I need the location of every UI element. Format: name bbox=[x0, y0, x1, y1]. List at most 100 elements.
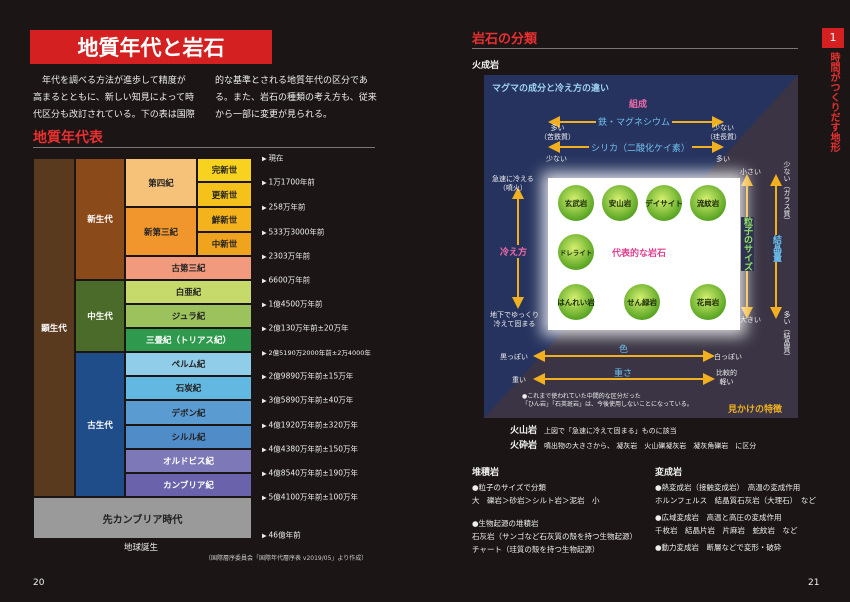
boundary-age: 4億4380万年前±150万年 bbox=[262, 444, 358, 455]
label: 組成 bbox=[629, 100, 648, 110]
rock: せん緑岩 bbox=[624, 284, 660, 320]
period: 石炭紀 bbox=[125, 376, 252, 400]
period: オルドビス紀 bbox=[125, 449, 252, 473]
label: 重い bbox=[512, 376, 526, 384]
intro-line: 的な基準とされる地質年代の区分であ bbox=[215, 76, 368, 86]
epoch: 完新世 bbox=[197, 158, 252, 182]
epoch: 鮮新世 bbox=[197, 207, 252, 232]
boundary-age: 4億1920万年前±320万年 bbox=[262, 420, 358, 431]
section-title: 地質年代表 bbox=[33, 130, 103, 146]
period: カンブリア紀 bbox=[125, 473, 252, 497]
text: 冷えて固まる bbox=[493, 320, 536, 328]
label: 結晶量 bbox=[770, 235, 783, 262]
page-title: 地質年代と岩石 bbox=[30, 30, 272, 64]
page-number: 20 bbox=[33, 578, 45, 588]
boundary-age: 2億9890万年前±15万年 bbox=[262, 371, 354, 382]
rule bbox=[33, 147, 375, 148]
label: 火山岩 bbox=[510, 426, 538, 436]
period: ジュラ紀 bbox=[125, 304, 252, 328]
era: 古生代 bbox=[75, 352, 125, 497]
text: 千枚岩 結晶片岩 片麻岩 蛇紋岩 など bbox=[655, 526, 798, 535]
label: 少ない （珪長質） bbox=[706, 124, 741, 142]
period: シルル紀 bbox=[125, 425, 252, 449]
text: （苦鉄質） bbox=[540, 133, 575, 141]
diagram-title: マグマの成分と冷え方の違い bbox=[492, 84, 610, 94]
label: 重さ bbox=[614, 369, 633, 379]
text: 急速に冷える bbox=[492, 175, 534, 183]
boundary-age: 現在 bbox=[262, 153, 284, 164]
text: 軽い bbox=[719, 378, 734, 386]
rock: 花崗岩 bbox=[690, 284, 726, 320]
boundary-age: 1億4500万年前 bbox=[262, 299, 323, 310]
subsection-title: 堆積岩 bbox=[472, 468, 500, 478]
rock: 玄武岩 bbox=[558, 185, 594, 221]
label: 大きい bbox=[740, 316, 761, 324]
period: ペルム紀 bbox=[125, 352, 252, 376]
rock: 流紋岩 bbox=[690, 185, 726, 221]
page-number: 21 bbox=[808, 578, 820, 588]
label: 鉄・マグネシウム bbox=[596, 115, 673, 128]
rock: デイサイト bbox=[645, 185, 683, 221]
section-title: 岩石の分類 bbox=[472, 32, 538, 47]
pyroclastic: 火砕岩 噴出物の大きさから、 凝灰岩 火山礫凝灰岩 凝灰角礫岩 に区分 bbox=[510, 438, 756, 451]
label: 急速に冷える （噴火） bbox=[492, 175, 534, 193]
text: ●粒子のサイズで分類 bbox=[472, 483, 546, 492]
label: 火砕岩 bbox=[510, 441, 538, 451]
text: 石灰岩（サンゴなど石灰質の殻を持つ生物起源） bbox=[472, 532, 637, 541]
epoch: 更新世 bbox=[197, 182, 252, 207]
source: （国際層序委員会「国際年代層序表 v2019/05」より作成） bbox=[205, 555, 368, 562]
label: 地下でゆっくり 冷えて固まる bbox=[490, 311, 539, 329]
text: ●熱変成岩（接触変成岩） 高温の変成作用 bbox=[655, 483, 801, 492]
intro-line: から一部に変更が見られる。 bbox=[215, 110, 333, 120]
tab-number: 1 bbox=[822, 28, 844, 48]
spacer bbox=[472, 507, 637, 517]
text: ●これまで使われていた中間的な区分だった bbox=[522, 393, 641, 400]
metamorphic-lines: ●熱変成岩（接触変成岩） 高温の変成作用ホルンフェルス 結晶質石灰岩（大理石） … bbox=[655, 481, 816, 554]
volcanic: 火山岩 上図で「急速に冷えて固まる」ものに該当 bbox=[510, 423, 677, 436]
period: 三畳紀（トリアス紀） bbox=[125, 328, 252, 352]
boundary-age: 2303万年前 bbox=[262, 251, 311, 262]
text: ●動力変成岩 断層などで変形・破砕 bbox=[655, 543, 782, 552]
origin: 地球誕生 bbox=[124, 543, 159, 553]
text: チャート（珪質の殻を持つ生物起源） bbox=[472, 545, 600, 554]
rule bbox=[472, 48, 798, 49]
boundary-age: 4億8540万年前±190万年 bbox=[262, 468, 358, 479]
intro-line: 年代を調べる方法が進歩して精度が bbox=[33, 76, 186, 86]
label: 見かけの特徴 bbox=[728, 405, 783, 415]
period: 古第三紀 bbox=[125, 256, 252, 280]
subsection-title: 変成岩 bbox=[655, 468, 683, 478]
label: 粒子のサイズ bbox=[741, 217, 754, 271]
boundary-age: 258万年前 bbox=[262, 202, 306, 213]
label: 色 bbox=[619, 345, 629, 355]
sedimentary-lines: ●粒子のサイズで分類大 礫岩＞砂岩＞シルト岩＞泥岩 小 ●生物起源の堆積岩石灰岩（… bbox=[472, 481, 637, 556]
text: 上図で「急速に冷えて固まる」ものに該当 bbox=[544, 427, 677, 435]
boundary-age: 5億4100万年前±100万年 bbox=[262, 492, 358, 503]
label: 冷え方 bbox=[500, 245, 528, 258]
label: 小さい bbox=[740, 168, 761, 176]
text: 比較的 bbox=[716, 369, 737, 377]
text: ホルンフェルス 結晶質石灰岩（大理石） など bbox=[655, 496, 816, 505]
intro-column-1: 年代を調べる方法が進歩して精度が 高まるとともに、新しい知見によって時 代区分も改訂… bbox=[33, 73, 195, 124]
period: 新第三紀 bbox=[125, 207, 197, 256]
intro-line: 代区分も改訂されている。下の表は国際 bbox=[33, 110, 195, 120]
subsection-title: 火成岩 bbox=[472, 61, 500, 71]
intro-line: る。また、岩石の種類の考え方も、従来 bbox=[215, 93, 377, 103]
period: デボン紀 bbox=[125, 400, 252, 425]
boundary-age: 6600万年前 bbox=[262, 275, 311, 286]
diagram: マグマの成分と冷え方の違い 組成 鉄・マグネシウム 多い （苦鉄質） 少ない （珪長… bbox=[484, 75, 798, 418]
label: 多い bbox=[716, 155, 730, 163]
boundary-age: 533万3000年前 bbox=[262, 227, 325, 238]
label: 多い（結晶質） bbox=[783, 311, 791, 360]
intro-column-2: 的な基準とされる地質年代の区分であ る。また、岩石の種類の考え方も、従来 から一部に… bbox=[215, 73, 377, 124]
rock: ドレライト bbox=[558, 234, 594, 270]
eon: 顕生代 bbox=[33, 158, 75, 497]
era: 中生代 bbox=[75, 280, 125, 352]
label: 少ない bbox=[546, 155, 567, 163]
label: 白っぽい bbox=[714, 353, 742, 361]
text: 少ない bbox=[713, 124, 734, 132]
rock: はんれい岩 bbox=[557, 284, 595, 320]
text: 「ひん岩」「石英斑岩」は、今後使用しないことになっている。 bbox=[522, 401, 693, 408]
label: シリカ（二酸化ケイ素） bbox=[589, 141, 692, 154]
text: 大 礫岩＞砂岩＞シルト岩＞泥岩 小 bbox=[472, 496, 600, 505]
text: ●生物起源の堆積岩 bbox=[472, 519, 539, 528]
